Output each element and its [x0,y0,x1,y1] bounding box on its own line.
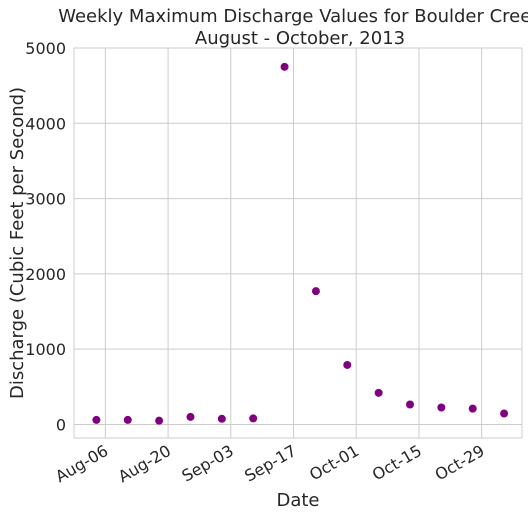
y-tick-label: 5000 [25,39,66,58]
x-axis-ticks: Aug-06 Aug-20 Sep-03 Sep-17 Oct-01 Oct-15 Oct-… [52,441,488,486]
data-point [155,416,164,425]
grid [74,47,522,438]
y-axis-ticks: 0 1000 2000 3000 4000 5000 [25,39,66,434]
y-axis-label: Discharge (Cubic Feet per Second) [7,87,28,399]
data-point [500,409,509,418]
plot-area [73,47,523,439]
x-tick-label: Sep-03 [179,441,237,486]
data-point [186,412,195,421]
y-tick-label: 4000 [25,114,66,133]
data-point [406,400,414,409]
chart-title-line2: August - October, 2013 [195,28,405,49]
x-tick-label: Sep-17 [241,441,299,486]
data-point [92,415,101,424]
data-point [217,414,226,423]
data-point [468,404,477,413]
x-tick-label: Aug-06 [52,441,111,486]
data-points [92,62,509,425]
data-point [437,403,446,412]
y-tick-label: 1000 [25,340,66,359]
y-tick-label: 0 [56,415,66,434]
data-point [311,287,320,296]
x-tick-label: Oct-15 [369,441,425,484]
x-tick-label: Oct-01 [306,441,362,484]
data-point [123,415,132,424]
data-point [343,360,352,369]
y-tick-label: 3000 [25,190,66,209]
data-point [280,62,289,71]
y-tick-label: 2000 [25,265,66,284]
data-point [249,414,258,423]
x-tick-label: Oct-29 [432,441,488,484]
data-point [374,388,383,397]
x-tick-label: Aug-20 [115,441,174,486]
x-axis-label: Date [276,490,319,511]
chart-title-line1: Weekly Maximum Discharge Values for Boul… [58,6,528,27]
